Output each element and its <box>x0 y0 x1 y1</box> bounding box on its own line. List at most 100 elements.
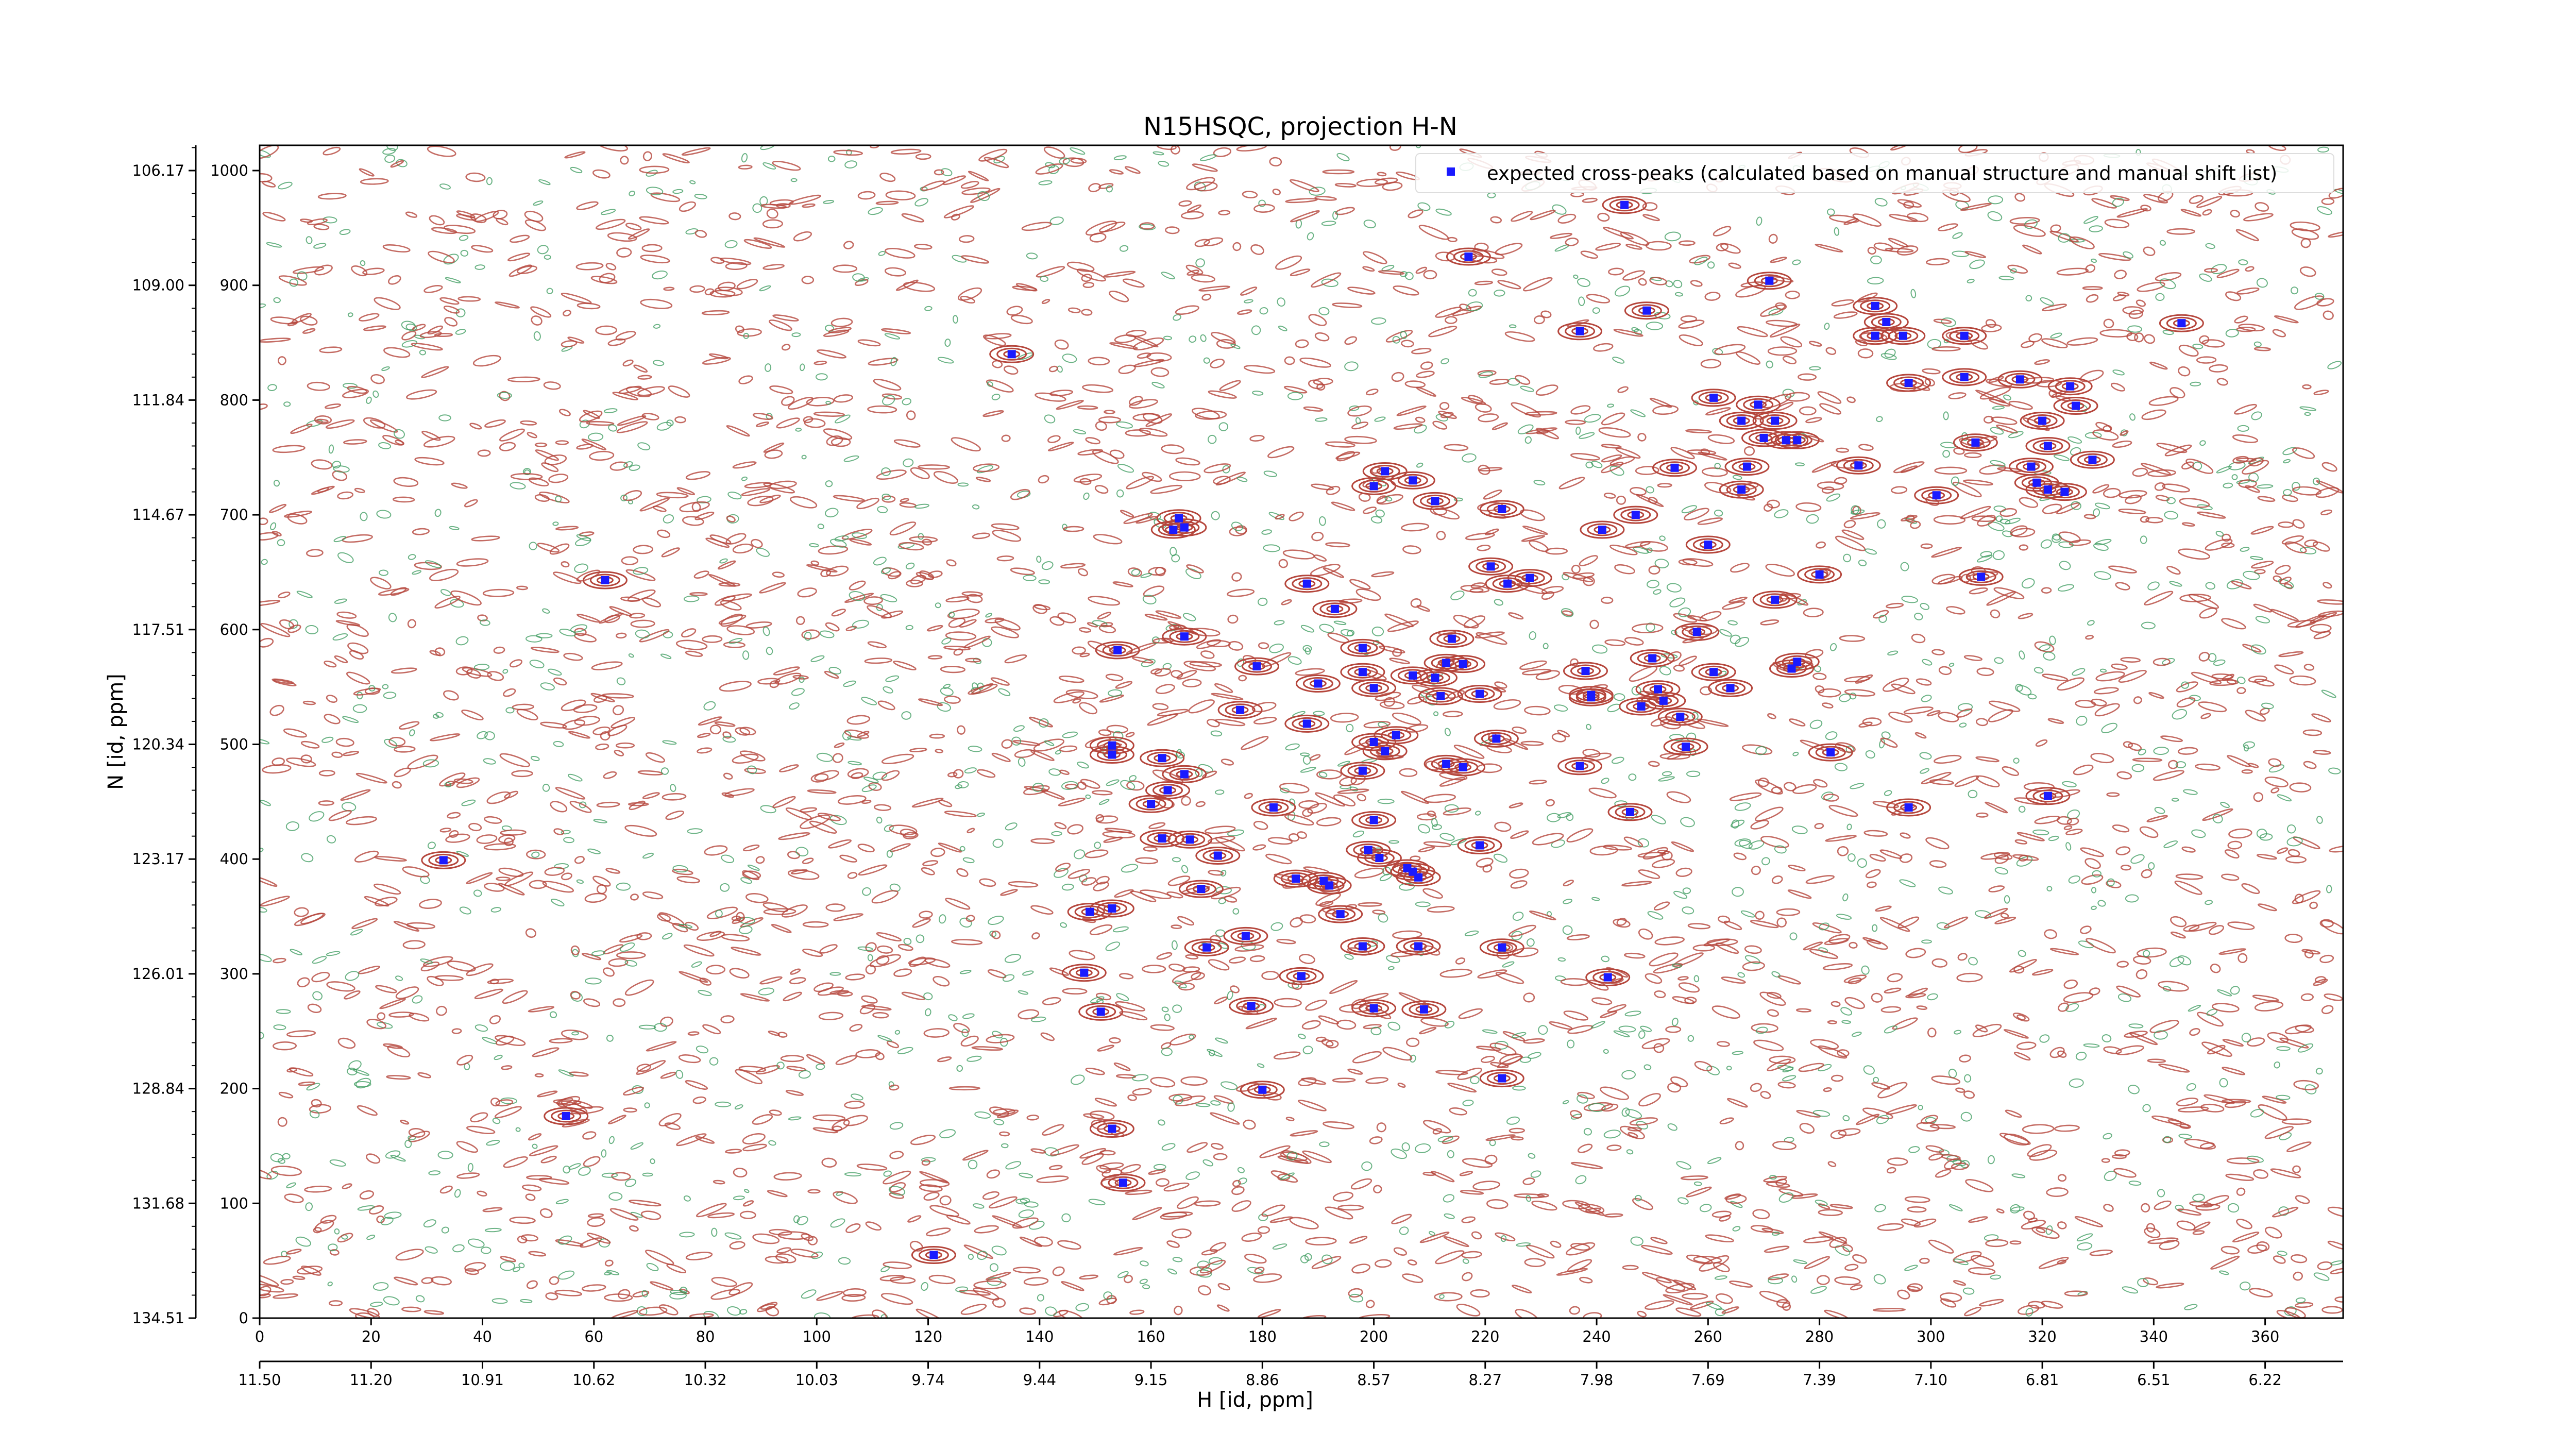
positive-contour <box>843 241 854 249</box>
negative-contour <box>591 950 605 956</box>
negative-contour <box>2251 644 2266 655</box>
positive-contour <box>752 1233 780 1244</box>
positive-contour <box>823 329 850 338</box>
negative-contour <box>2043 651 2056 661</box>
positive-contour <box>1956 972 1983 983</box>
positive-contour <box>1477 544 1491 551</box>
peak-contour <box>2032 440 2063 452</box>
positive-contour <box>868 782 882 791</box>
negative-contour <box>628 653 634 658</box>
positive-contour <box>2143 194 2168 204</box>
negative-contour <box>2027 694 2037 700</box>
positive-contour <box>2251 561 2274 569</box>
negative-contour <box>1502 961 1515 968</box>
positive-contour <box>1085 1067 1105 1075</box>
negative-contour <box>1210 1100 1221 1106</box>
negative-contour <box>819 630 835 638</box>
positive-contour <box>1120 510 1134 518</box>
negative-contour <box>568 1163 581 1170</box>
negative-contour <box>1274 620 1285 626</box>
negative-contour <box>624 959 637 967</box>
positive-contour <box>1716 1041 1730 1047</box>
positive-contour <box>1907 212 1929 223</box>
positive-contour <box>2180 209 2202 217</box>
negative-contour <box>1116 489 1124 498</box>
positive-contour <box>1858 721 1873 728</box>
negative-contour <box>1040 276 1049 282</box>
positive-contour <box>2170 387 2185 398</box>
negative-contour <box>571 1031 579 1036</box>
positive-contour <box>2170 916 2187 928</box>
peak-contour <box>1715 681 1746 695</box>
positive-contour <box>1843 974 1867 983</box>
negative-contour <box>1370 1026 1382 1036</box>
negative-contour <box>662 740 677 745</box>
negative-contour <box>941 637 952 645</box>
negative-contour <box>873 557 887 566</box>
positive-contour <box>1841 529 1865 540</box>
negative-contour <box>425 560 442 568</box>
positive-contour <box>1755 911 1765 920</box>
negative-contour <box>1836 914 1852 920</box>
positive-contour <box>2128 743 2142 751</box>
positive-contour <box>1905 993 1926 999</box>
negative-contour <box>1851 1031 1862 1037</box>
positive-contour <box>581 439 607 450</box>
positive-contour <box>986 1169 1001 1179</box>
negative-contour <box>1215 789 1225 795</box>
negative-contour <box>334 1228 340 1235</box>
negative-contour <box>1321 221 1336 226</box>
positive-contour <box>1567 1025 1594 1034</box>
positive-contour <box>1817 1275 1830 1285</box>
positive-contour <box>563 652 583 661</box>
positive-contour <box>1127 1094 1137 1101</box>
positive-contour <box>1715 1293 1733 1304</box>
positive-contour <box>2016 832 2045 841</box>
positive-contour <box>2245 266 2255 272</box>
y-index-tick-label: 900 <box>220 277 248 294</box>
negative-contour <box>1714 463 1721 469</box>
positive-contour <box>278 275 307 286</box>
positive-contour <box>1510 830 1529 839</box>
positive-contour <box>739 750 766 762</box>
x-ppm-tick-label: 10.91 <box>461 1371 504 1389</box>
positive-contour <box>1109 1037 1121 1044</box>
positive-contour <box>1905 948 1926 958</box>
positive-contour <box>328 810 352 821</box>
positive-contour <box>1124 166 1141 174</box>
negative-contour <box>1106 185 1113 193</box>
positive-contour <box>720 613 743 627</box>
positive-contour <box>1313 378 1333 385</box>
negative-contour <box>2316 816 2323 824</box>
positive-contour <box>394 767 411 778</box>
positive-contour <box>1852 213 1882 227</box>
positive-contour <box>946 1215 971 1225</box>
negative-contour <box>1117 464 1134 473</box>
negative-contour <box>260 906 267 913</box>
positive-contour <box>343 439 367 445</box>
cross-peak-marker <box>2043 442 2052 450</box>
positive-contour <box>2092 484 2110 494</box>
positive-contour <box>1069 950 1095 961</box>
positive-contour <box>520 1234 539 1242</box>
positive-contour <box>507 252 531 262</box>
positive-contour <box>2176 1220 2196 1231</box>
negative-contour <box>372 1282 389 1291</box>
negative-contour <box>1543 643 1549 649</box>
peak-contour <box>1312 600 1358 618</box>
positive-contour <box>919 1184 943 1192</box>
negative-contour <box>1075 1303 1089 1311</box>
peak-contour <box>1185 882 1216 896</box>
peak-contour <box>1514 571 1545 585</box>
negative-contour <box>1968 957 1978 966</box>
positive-contour <box>883 1261 912 1269</box>
positive-contour <box>2278 651 2304 658</box>
positive-contour <box>1489 1042 1517 1056</box>
positive-contour <box>1314 792 1345 807</box>
cross-peak-marker <box>1526 574 1534 582</box>
positive-contour <box>1459 304 1471 312</box>
peak-contour <box>1390 471 1435 490</box>
positive-contour <box>910 467 930 479</box>
positive-contour <box>530 647 560 653</box>
positive-contour <box>1577 1091 1595 1099</box>
